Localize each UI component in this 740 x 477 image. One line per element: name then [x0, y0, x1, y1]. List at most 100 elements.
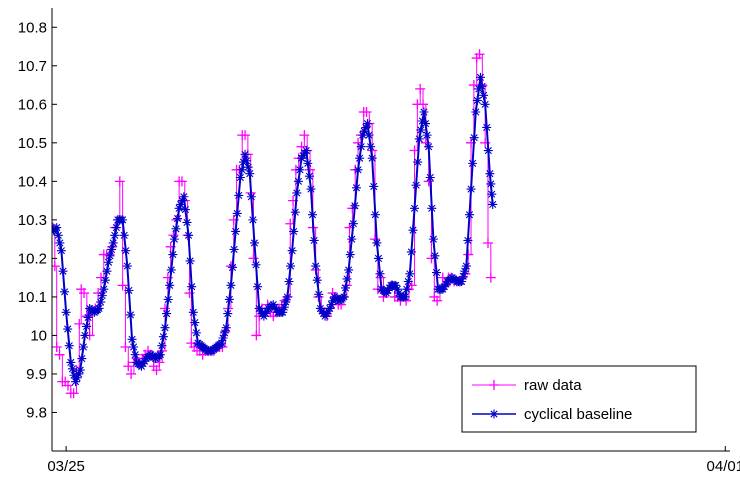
baseline-point	[422, 130, 432, 140]
baseline-point	[479, 90, 489, 100]
baseline-point	[394, 288, 404, 298]
baseline-point	[165, 280, 175, 290]
raw-data-point	[485, 272, 496, 283]
baseline-point	[127, 334, 137, 344]
baseline-point	[188, 307, 198, 317]
baseline-point	[100, 275, 110, 285]
x-tick-label: 03/25	[47, 458, 85, 475]
baseline-point	[118, 215, 128, 225]
baseline-point	[246, 192, 256, 202]
baseline-point	[82, 321, 92, 331]
raw-data-point	[432, 295, 443, 306]
baseline-point	[97, 291, 107, 301]
baseline-point	[240, 149, 250, 159]
baseline-point	[270, 302, 280, 312]
baseline-point	[282, 292, 292, 302]
raw-data-point	[418, 99, 429, 110]
baseline-point	[483, 146, 493, 156]
y-tick-label: 10.6	[18, 96, 47, 113]
baseline-point	[441, 279, 451, 289]
baseline-point	[169, 234, 179, 244]
baseline-point	[177, 196, 187, 206]
baseline-point	[306, 184, 316, 194]
baseline-point	[344, 265, 354, 275]
baseline-point	[314, 289, 324, 299]
baseline-point	[400, 292, 410, 302]
y-tick-label: 10.1	[18, 289, 47, 306]
baseline-point	[83, 312, 93, 322]
baseline-point	[411, 180, 421, 190]
baseline-point	[477, 81, 487, 91]
baseline-point	[405, 269, 415, 279]
baseline-point	[163, 294, 173, 304]
raw-data-point	[474, 49, 485, 60]
baseline-point	[262, 306, 272, 316]
baseline-point	[300, 148, 310, 158]
baseline-point	[303, 158, 313, 168]
baseline-point	[301, 146, 311, 156]
baseline-point	[60, 287, 70, 297]
baseline-point	[428, 234, 438, 244]
y-tick-label: 10	[30, 327, 47, 344]
baseline-point	[96, 297, 106, 307]
baseline-point	[410, 203, 420, 213]
baseline-point	[238, 157, 248, 167]
baseline-point	[104, 257, 113, 267]
baseline-point	[289, 226, 299, 236]
baseline-point	[419, 107, 429, 117]
baseline-point	[326, 300, 336, 310]
baseline-point	[421, 119, 431, 129]
raw-data-point	[468, 80, 479, 91]
baseline-point	[105, 251, 115, 261]
baseline-point	[469, 133, 479, 143]
baseline-point	[138, 359, 148, 369]
baseline-point	[221, 323, 231, 333]
baseline-point	[438, 284, 448, 294]
baseline-point	[248, 215, 258, 225]
baseline-point	[286, 261, 296, 271]
baseline-point	[472, 95, 482, 105]
baseline-point	[121, 246, 131, 256]
raw-data-point	[120, 341, 131, 352]
baseline-point	[381, 288, 391, 298]
baseline-point	[278, 307, 288, 317]
baseline-point	[249, 238, 259, 248]
baseline-point	[292, 188, 302, 198]
legend-label: cyclical baseline	[524, 406, 632, 423]
baseline-point	[308, 210, 318, 220]
baseline-point	[364, 130, 374, 140]
baseline-point	[323, 306, 333, 316]
baseline-point	[187, 282, 197, 292]
y-tick-label: 9.9	[26, 366, 47, 383]
raw-data-point	[52, 341, 62, 352]
baseline-point	[342, 274, 352, 284]
baseline-point	[353, 165, 363, 175]
baseline-point	[251, 260, 261, 270]
baseline-point	[102, 266, 112, 276]
legend-marker	[489, 380, 499, 390]
baseline-point	[180, 205, 190, 215]
baseline-point	[124, 285, 134, 295]
baseline-point	[486, 179, 496, 189]
baseline-point	[136, 361, 146, 371]
baseline-point	[155, 350, 165, 360]
baseline-point	[362, 119, 372, 129]
baseline-point	[471, 107, 481, 117]
baseline-point	[284, 277, 294, 287]
baseline-point	[110, 230, 120, 240]
raw-data-point	[251, 330, 262, 341]
raw-data-point	[54, 349, 65, 360]
raw-data-point	[95, 272, 106, 283]
plot-area	[52, 49, 498, 399]
baseline-point	[223, 309, 233, 319]
baseline-point	[268, 300, 278, 310]
y-tick-label: 9.8	[26, 404, 47, 421]
baseline-point	[309, 235, 319, 245]
baseline-point	[287, 246, 297, 256]
raw-data-point	[482, 237, 493, 248]
raw-data-point	[126, 368, 137, 379]
raw-data-point	[52, 261, 60, 272]
baseline-point	[322, 309, 332, 319]
legend-box	[461, 365, 697, 433]
